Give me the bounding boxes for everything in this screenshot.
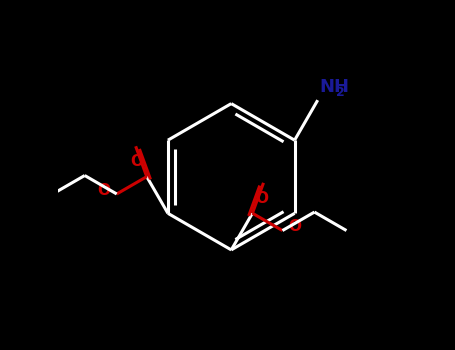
Text: O: O [131, 154, 144, 169]
Text: O: O [255, 190, 268, 205]
Text: O: O [97, 183, 111, 198]
Text: 2: 2 [336, 86, 345, 99]
Text: O: O [288, 219, 302, 234]
Text: NH: NH [319, 78, 349, 96]
